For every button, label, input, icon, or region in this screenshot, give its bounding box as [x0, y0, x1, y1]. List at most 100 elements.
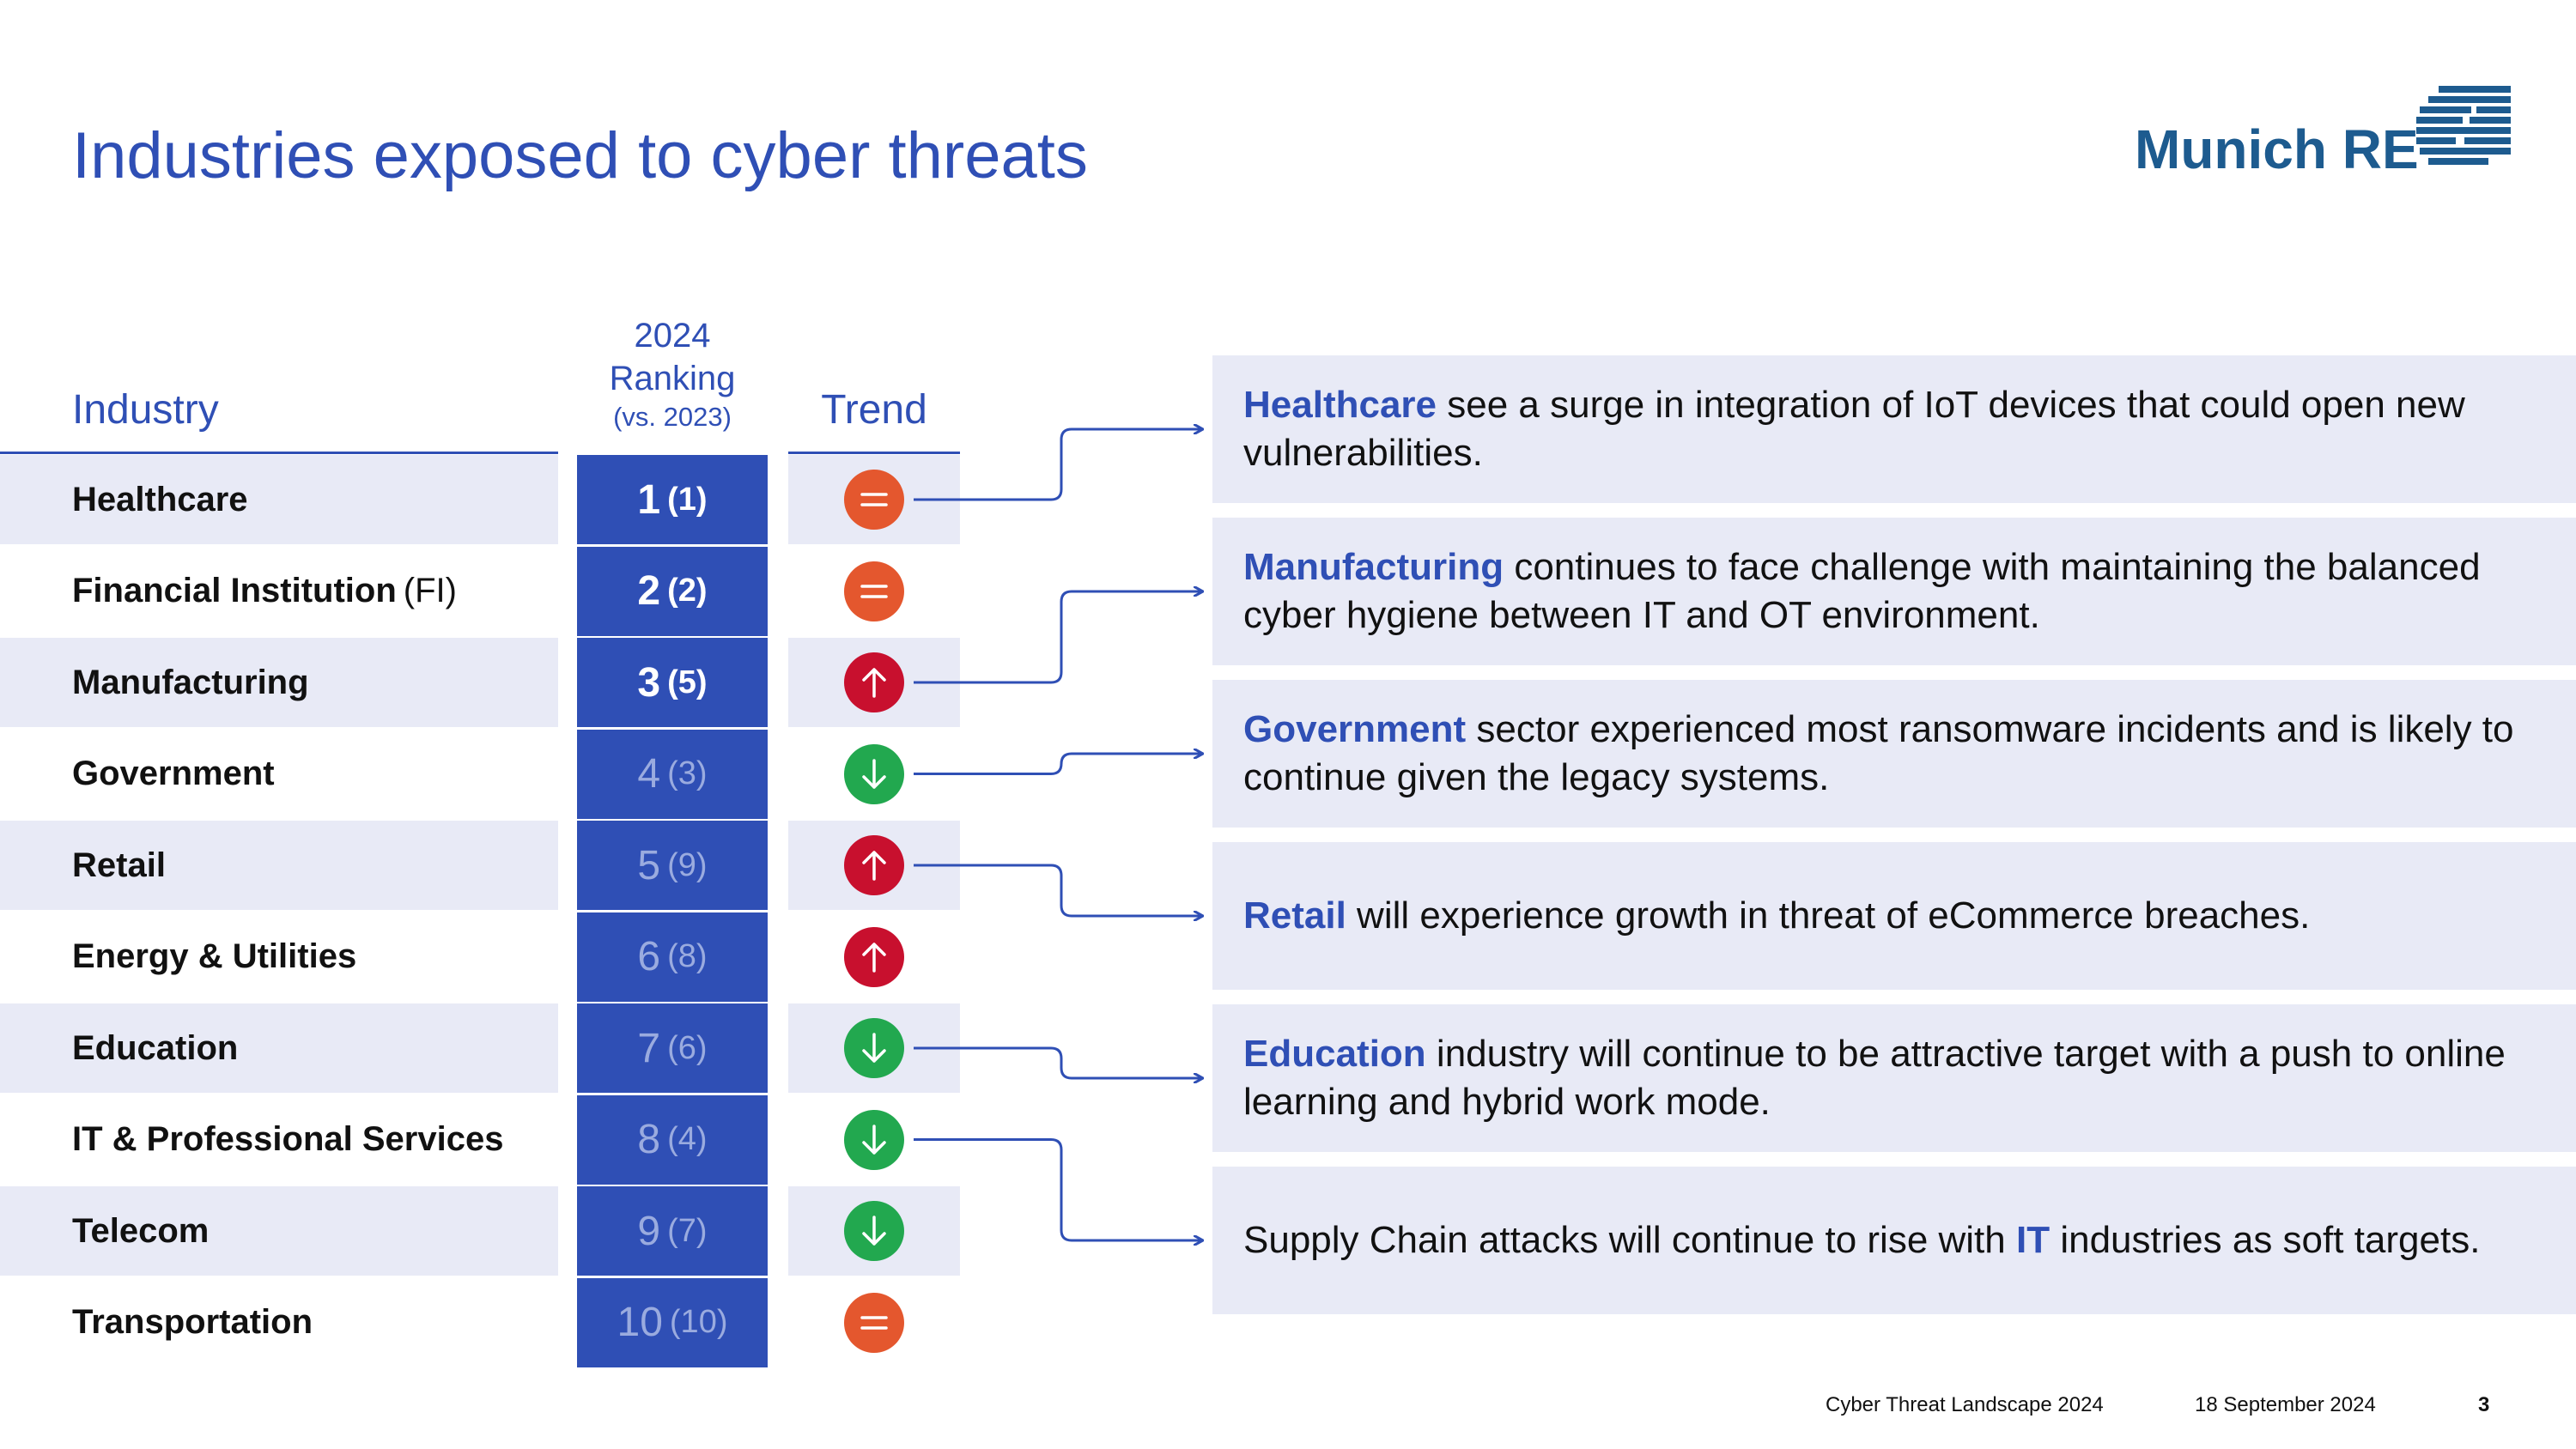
industry-name: Retail: [72, 846, 166, 884]
ranking-cell: 3 (5): [577, 638, 768, 727]
rank-2024: 3: [637, 659, 661, 706]
insight-text: Education industry will continue to be a…: [1243, 1030, 2524, 1126]
connector-arrow: [914, 754, 1202, 775]
connector-arrow: [914, 1046, 1202, 1078]
arrow-down-icon: [844, 1018, 904, 1078]
industry-name: Government: [72, 755, 275, 792]
industry-row: Education: [0, 1003, 558, 1093]
industry-name: Education: [72, 1028, 239, 1067]
insight-text: Retail will experience growth in threat …: [1243, 892, 2310, 940]
company-logo-text: Munich RE: [2135, 118, 2419, 180]
trend-column-header: Trend: [821, 387, 927, 433]
industry-row: Financial Institution (FI): [0, 547, 558, 636]
insight-body: see a surge in integration of IoT device…: [1243, 384, 2465, 474]
industry-row: Transportation: [0, 1278, 558, 1367]
insight-box: Healthcare see a surge in integration of…: [1212, 355, 2576, 503]
insight-box: Education industry will continue to be a…: [1212, 1004, 2576, 1152]
industry-abbreviation: (FI): [403, 572, 457, 609]
connector-arrow: [914, 591, 1202, 684]
insight-highlight: Healthcare: [1243, 384, 1437, 426]
connector-arrow: [914, 864, 1202, 916]
insight-text: Government sector experienced most ranso…: [1243, 706, 2524, 802]
ranking-header-comparison: (vs. 2023): [613, 402, 732, 432]
trend-header-divider: [788, 452, 960, 454]
rank-2023: (6): [667, 1029, 708, 1066]
footer-page-number: 3: [2478, 1393, 2490, 1416]
rank-2023: (8): [667, 938, 708, 974]
industry-row: Healthcare: [0, 455, 558, 544]
rank-2024: 6: [637, 934, 661, 979]
ranking-cell: 1 (1): [577, 455, 768, 544]
rank-2023: (9): [667, 846, 708, 883]
rank-2024: 10: [617, 1300, 663, 1345]
rank-2024: 2: [637, 568, 661, 614]
ranking-cell: 5 (9): [577, 821, 768, 910]
connector-arrow: [914, 1138, 1202, 1241]
equals-icon: [844, 561, 904, 621]
rank-2023: (7): [667, 1212, 708, 1249]
industry-name: Transportation: [72, 1303, 313, 1341]
industry-row: IT & Professional Services: [0, 1095, 558, 1185]
ranking-header-year: 2024: [634, 317, 711, 355]
industry-name: Telecom: [72, 1211, 210, 1250]
rank-2023: (5): [667, 664, 708, 700]
industry-name: Healthcare: [72, 480, 248, 518]
industry-row: Manufacturing: [0, 638, 558, 727]
insight-body: continues to face challenge with maintai…: [1243, 546, 2481, 636]
arrow-up-icon: [844, 926, 904, 987]
industry-name: Financial Institution: [72, 572, 397, 609]
arrow-down-icon: [844, 1201, 904, 1261]
arrow-down-icon: [844, 1109, 904, 1170]
industry-name: IT & Professional Services: [72, 1120, 504, 1158]
industry-header-divider: [0, 452, 558, 454]
ranking-cell: 4 (3): [577, 729, 768, 819]
ranking-header-label: Ranking: [609, 360, 736, 397]
rank-2023: (1): [667, 481, 708, 518]
arrow-up-icon: [844, 835, 904, 895]
rank-2023: (2): [667, 573, 708, 609]
insight-lead-text: Supply Chain attacks will continue to ri…: [1243, 1219, 2016, 1261]
industry-name: Manufacturing: [72, 663, 309, 701]
ranking-column-header: 2024 Ranking (vs. 2023): [577, 314, 768, 434]
insight-body: sector experienced most ransomware incid…: [1243, 708, 2514, 798]
insight-body: will experience growth in threat of eCom…: [1346, 894, 2311, 937]
equals-icon: [844, 1292, 904, 1353]
ranking-cell: 7 (6): [577, 1003, 768, 1093]
insight-text: Healthcare see a surge in integration of…: [1243, 381, 2524, 477]
rank-2024: 4: [637, 751, 661, 797]
page-title: Industries exposed to cyber threats: [72, 119, 1088, 192]
ranking-cell: 8 (4): [577, 1094, 768, 1185]
rank-2024: 7: [637, 1025, 661, 1071]
insight-box: Government sector experienced most ranso…: [1212, 680, 2576, 828]
rank-2024: 1: [637, 476, 661, 523]
industry-column-header: Industry: [72, 387, 219, 433]
industry-row: Telecom: [0, 1186, 558, 1276]
insight-body: industry will continue to be attractive …: [1243, 1033, 2506, 1123]
rank-2023: (4): [667, 1121, 708, 1157]
footer-document-title: Cyber Threat Landscape 2024: [1826, 1393, 2104, 1416]
insight-text: Manufacturing continues to face challeng…: [1243, 543, 2524, 640]
arrow-down-icon: [844, 743, 904, 804]
insight-highlight: Government: [1243, 708, 1467, 750]
insight-highlight: Retail: [1243, 894, 1346, 937]
insight-highlight: IT: [2015, 1219, 2050, 1261]
equals-icon: [844, 470, 904, 530]
rank-2023: (10): [669, 1304, 728, 1340]
insight-box: Manufacturing continues to face challeng…: [1212, 518, 2576, 665]
industry-row: Government: [0, 730, 558, 819]
insight-box: Supply Chain attacks will continue to ri…: [1212, 1167, 2576, 1314]
insight-text: Supply Chain attacks will continue to ri…: [1243, 1216, 2480, 1264]
rank-2023: (3): [667, 755, 708, 791]
munich-re-logo-icon: [2416, 86, 2511, 165]
footer-date: 18 September 2024: [2195, 1393, 2376, 1416]
industry-name: Energy & Utilities: [72, 937, 357, 975]
rank-2024: 9: [637, 1208, 661, 1254]
ranking-cell: 9 (7): [577, 1186, 768, 1276]
industry-row: Retail: [0, 821, 558, 910]
rank-2024: 8: [637, 1117, 661, 1162]
insight-highlight: Manufacturing: [1243, 546, 1504, 588]
rank-2024: 5: [637, 842, 661, 888]
connector-arrow: [914, 429, 1202, 501]
insight-highlight: Education: [1243, 1033, 1426, 1075]
